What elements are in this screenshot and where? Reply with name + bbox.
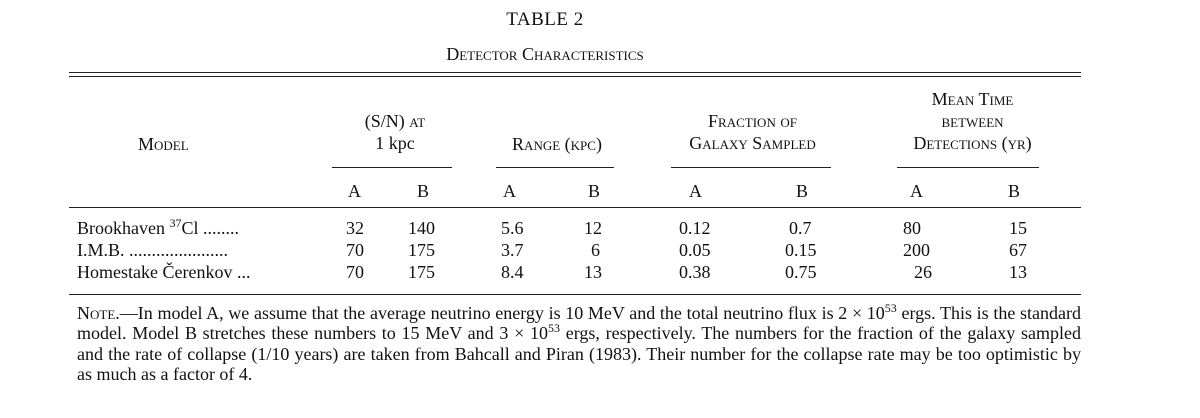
- header-range: Range (kpc): [512, 134, 602, 154]
- table-cell: 175: [408, 240, 435, 260]
- sn-span-rule: [332, 167, 452, 168]
- table-cell: 0.12: [679, 218, 711, 238]
- subheader-mean-b: B: [1008, 181, 1021, 201]
- header-fraction-line1: Fraction of: [708, 111, 797, 131]
- header-sn: (S/N) at 1 kpc: [320, 110, 470, 154]
- row-label-text: I.M.B. ......................: [77, 240, 229, 260]
- table-cell: 5.6: [501, 218, 524, 238]
- top-rule-lower: [69, 76, 1081, 77]
- table-cell: 8.4: [501, 262, 524, 282]
- row-label-text: Cl ........: [181, 218, 239, 238]
- header-sn-line2: 1 kpc: [375, 133, 415, 153]
- table-cell: 0.05: [679, 240, 711, 260]
- note-superscript: 53: [884, 301, 897, 315]
- table-cell: 200: [903, 240, 930, 260]
- subheader-range-a: A: [503, 181, 516, 201]
- table-cell: 175: [408, 262, 435, 282]
- table-cell: 70: [346, 262, 364, 282]
- row-label-imb: I.M.B. ......................: [77, 239, 301, 261]
- subheader-sn-b: B: [417, 181, 430, 201]
- table-cell: 13: [584, 262, 602, 282]
- subheader-range-b: B: [588, 181, 601, 201]
- header-fraction: Fraction of Galaxy Sampled: [650, 110, 855, 154]
- table-cell: 13: [1009, 262, 1027, 282]
- table-cell: 0.15: [785, 240, 817, 260]
- table-cell: 0.38: [679, 262, 711, 282]
- table-cell: 32: [346, 218, 364, 238]
- mean-span-rule: [897, 167, 1039, 168]
- header-model: Model: [138, 134, 189, 154]
- subheader-fraction-a: A: [689, 181, 702, 201]
- note-text: ergs. This is the standard model. Model …: [77, 303, 1081, 344]
- header-mean-line1: Mean Time: [931, 89, 1014, 109]
- header-mean-time: Mean Time between Detections (yr): [885, 88, 1060, 154]
- table-title: TABLE 2: [506, 9, 584, 30]
- row-label-brookhaven: Brookhaven 37Cl ........: [77, 217, 301, 239]
- header-bottom-rule: [69, 207, 1081, 208]
- table-cell: 0.7: [789, 218, 812, 238]
- table-cell: 80: [903, 218, 921, 238]
- note-text: In model A, we assume that the average n…: [137, 303, 885, 323]
- table-bottom-rule: [69, 294, 1081, 295]
- row-label-superscript: 37: [169, 216, 182, 230]
- note-superscript: 53: [548, 321, 560, 336]
- table-cell: 3.7: [501, 240, 524, 260]
- table-cell: 0.75: [785, 262, 817, 282]
- note-dash: .—: [115, 303, 138, 323]
- row-label-text: Homestake Čerenkov ...: [77, 262, 251, 282]
- header-sn-line1: (S/N) at: [364, 111, 426, 131]
- header-mean-line3: Detections (yr): [913, 133, 1032, 153]
- subheader-mean-a: A: [910, 181, 923, 201]
- table-cell: 12: [584, 218, 602, 238]
- table-cell: 140: [408, 218, 435, 238]
- top-rule-upper: [69, 72, 1081, 73]
- range-span-rule: [496, 167, 614, 168]
- table-cell: 26: [914, 262, 932, 282]
- subheader-sn-a: A: [348, 181, 361, 201]
- subheader-fraction-b: B: [796, 181, 809, 201]
- note-lead: Note: [77, 303, 116, 323]
- table-cell: 67: [1009, 240, 1027, 260]
- table-note: Note.—In model A, we assume that the ave…: [77, 301, 1082, 385]
- header-mean-line2: between: [941, 111, 1004, 131]
- note-text: ergs, respectively. The numbers for the …: [77, 323, 1082, 385]
- table-cell: 70: [346, 240, 364, 260]
- table-subtitle: Detector Characteristics: [446, 44, 644, 64]
- table-cell: 6: [591, 240, 600, 260]
- fraction-span-rule: [671, 167, 831, 168]
- row-label-homestake: Homestake Čerenkov ...: [77, 261, 301, 283]
- header-fraction-line2: Galaxy Sampled: [689, 133, 816, 153]
- row-label-text: Brookhaven: [77, 218, 170, 238]
- table-cell: 15: [1009, 218, 1027, 238]
